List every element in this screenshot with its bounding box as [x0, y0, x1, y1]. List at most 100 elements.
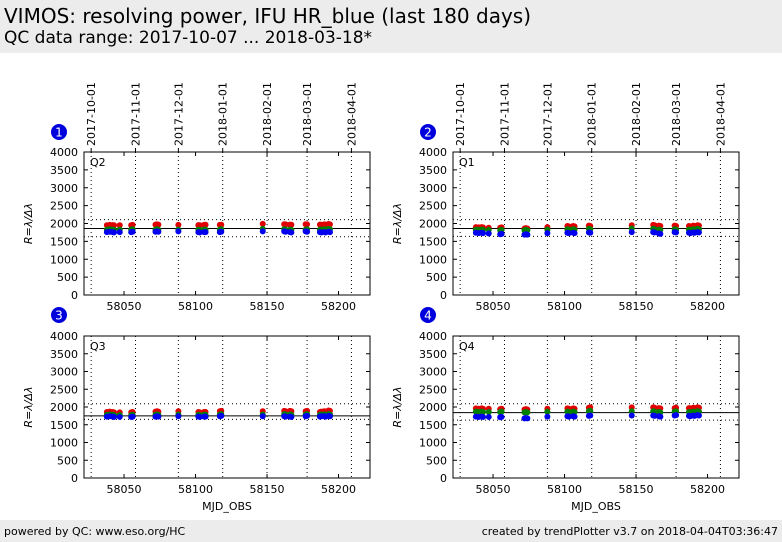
data-point-blue [196, 229, 203, 236]
panel-number-badge [51, 124, 67, 140]
date-tick-label: 2018-03-01 [670, 82, 683, 146]
y-tick-label: 1000 [50, 253, 78, 266]
data-point-blue [571, 413, 578, 420]
data-point-blue [628, 229, 635, 236]
data-point-green [524, 409, 531, 416]
y-tick-label: 1500 [50, 235, 78, 248]
data-point-blue [304, 412, 311, 419]
y-axis-label: R=λ/Δλ [22, 386, 35, 427]
data-point-blue [196, 413, 203, 420]
data-point-red [304, 221, 311, 228]
y-tick-label: 3500 [419, 348, 447, 361]
footer-bar: powered by QC: www.eso.org/HC created by… [0, 520, 782, 542]
data-point-blue [129, 228, 136, 235]
data-point-green [587, 407, 594, 414]
y-tick-label: 1500 [419, 419, 447, 432]
y-tick-label: 1000 [419, 437, 447, 450]
y-tick-label: 500 [57, 454, 78, 467]
y-tick-label: 2000 [50, 401, 78, 414]
y-tick-label: 4000 [50, 146, 78, 159]
data-point-blue [587, 412, 594, 419]
x-axis-label: MJD_OBS [202, 500, 252, 513]
y-tick-label: 3000 [419, 182, 447, 195]
data-point-blue [111, 229, 118, 236]
data-point-green [480, 408, 487, 415]
y-tick-label: 3000 [50, 366, 78, 379]
data-point-blue [695, 412, 702, 419]
panel-number-text: 4 [424, 309, 432, 323]
y-tick-label: 2500 [50, 200, 78, 213]
data-point-red [259, 220, 266, 227]
x-tick-label: 58150 [250, 300, 285, 313]
x-tick-label: 58050 [476, 483, 511, 496]
data-point-blue [485, 413, 492, 420]
y-axis-label: R=λ/Δλ [22, 203, 35, 244]
y-tick-label: 4000 [419, 146, 447, 159]
data-point-blue [628, 412, 635, 419]
data-point-blue [129, 413, 136, 420]
data-point-blue [480, 230, 487, 237]
x-tick-label: 58200 [690, 483, 725, 496]
y-tick-label: 3500 [419, 164, 447, 177]
y-tick-label: 3000 [419, 366, 447, 379]
data-point-blue [657, 413, 664, 420]
y-tick-label: 0 [440, 472, 447, 485]
data-point-blue [282, 228, 289, 235]
data-point-red [288, 221, 295, 228]
data-point-blue [111, 413, 118, 420]
data-point-green [628, 408, 635, 415]
panel-label: Q1 [459, 156, 475, 169]
y-axis-label: R=λ/Δλ [391, 203, 404, 244]
data-point-blue [524, 415, 531, 422]
panel-number-text: 1 [55, 126, 63, 140]
panel-number-text: 3 [55, 309, 63, 323]
date-tick-label: 2018-02-01 [261, 82, 274, 146]
y-tick-label: 1500 [419, 235, 447, 248]
y-tick-label: 4000 [50, 330, 78, 343]
x-tick-label: 58100 [178, 483, 213, 496]
date-tick-label: 2017-11-01 [498, 82, 511, 146]
x-tick-label: 58150 [250, 483, 285, 496]
plot-frame [83, 335, 371, 479]
x-tick-label: 58200 [321, 300, 356, 313]
date-tick-label: 2017-10-01 [454, 82, 467, 146]
panel-label: Q3 [90, 340, 106, 353]
header-bar: VIMOS: resolving power, IFU HR_blue (las… [0, 0, 782, 53]
date-tick-label: 2017-11-01 [129, 82, 142, 146]
data-point-blue [498, 413, 505, 420]
data-point-red [116, 222, 123, 229]
y-tick-label: 2500 [419, 383, 447, 396]
data-point-green [498, 408, 505, 415]
data-point-red [218, 221, 225, 228]
x-tick-label: 58100 [178, 300, 213, 313]
panel-number-badge [420, 307, 436, 323]
y-tick-label: 2500 [50, 383, 78, 396]
data-point-blue [587, 229, 594, 236]
footer-powered-by: powered by QC: www.eso.org/HC [4, 525, 186, 538]
y-tick-label: 2000 [419, 401, 447, 414]
y-tick-label: 1000 [419, 253, 447, 266]
data-point-red [282, 221, 289, 228]
y-tick-label: 2000 [50, 218, 78, 231]
data-point-red [155, 221, 162, 228]
y-tick-label: 3500 [50, 164, 78, 177]
x-tick-label: 58150 [619, 300, 654, 313]
x-tick-label: 58100 [547, 483, 582, 496]
y-tick-label: 3500 [50, 348, 78, 361]
x-tick-label: 58200 [321, 483, 356, 496]
data-point-blue [288, 413, 295, 420]
data-point-blue [480, 413, 487, 420]
page-title: VIMOS: resolving power, IFU HR_blue (las… [4, 4, 532, 28]
data-point-red [175, 221, 182, 228]
date-tick-label: 2018-01-01 [217, 82, 230, 146]
data-point-blue [155, 228, 162, 235]
x-tick-label: 58050 [107, 300, 142, 313]
data-point-blue [304, 228, 311, 235]
date-tick-label: 2018-04-01 [345, 82, 358, 146]
y-tick-label: 500 [426, 271, 447, 284]
y-tick-label: 0 [440, 289, 447, 302]
y-tick-label: 500 [426, 454, 447, 467]
date-tick-label: 2017-12-01 [541, 82, 554, 146]
x-tick-label: 58150 [619, 483, 654, 496]
